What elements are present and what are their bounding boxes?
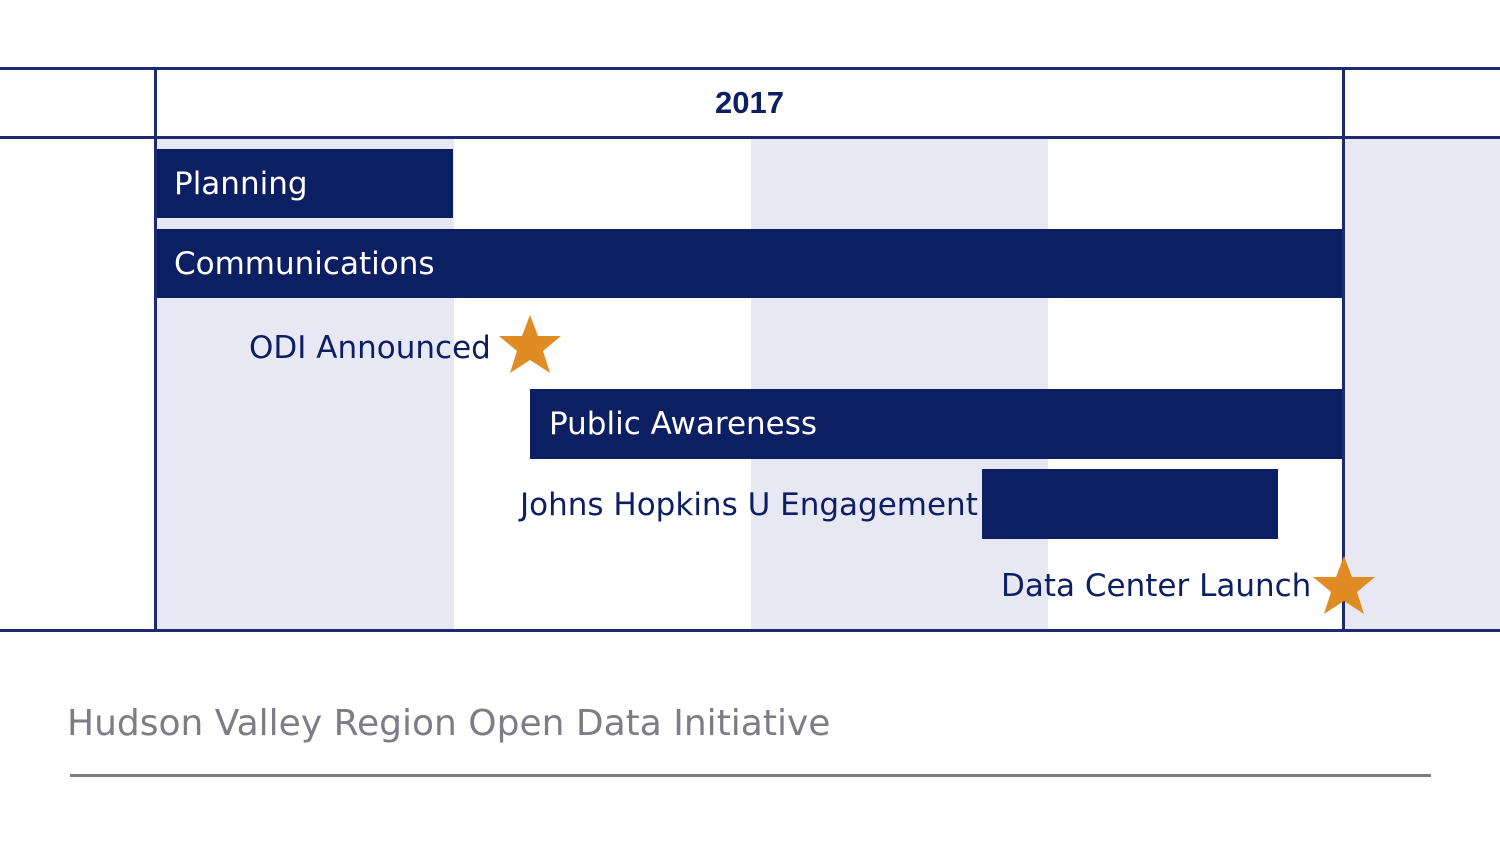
year-header: 2017 — [715, 85, 784, 120]
quarter-shade-q1 — [157, 139, 454, 630]
footer-title: Hudson Valley Region Open Data Initiativ… — [67, 703, 831, 744]
task-label-planning: Planning — [174, 166, 308, 202]
grid-line-top — [0, 67, 1500, 70]
grid-line-year-start — [154, 67, 157, 632]
star-icon — [1313, 556, 1375, 614]
task-bar-public-awareness: Public Awareness — [530, 389, 1342, 459]
star-icon — [499, 315, 561, 373]
grid-line-header-bottom — [0, 136, 1500, 139]
milestone-label-odi-announced: ODI Announced — [249, 330, 491, 366]
task-bar-johns-hopkins — [982, 469, 1278, 539]
grid-line-year-end — [1342, 67, 1345, 632]
footer-rule — [70, 774, 1431, 777]
milestone-label-data-center-launch: Data Center Launch — [1001, 568, 1312, 604]
task-label-communications: Communications — [174, 246, 435, 282]
task-bar-communications: Communications — [157, 229, 1342, 298]
grid-line-bottom — [0, 629, 1500, 632]
task-label-public-awareness: Public Awareness — [549, 406, 818, 442]
task-label-johns-hopkins: Johns Hopkins U Engagement — [520, 487, 978, 523]
quarter-shade-q3 — [751, 139, 1048, 630]
quarter-shade-next — [1344, 139, 1500, 630]
task-bar-planning: Planning — [157, 149, 453, 218]
